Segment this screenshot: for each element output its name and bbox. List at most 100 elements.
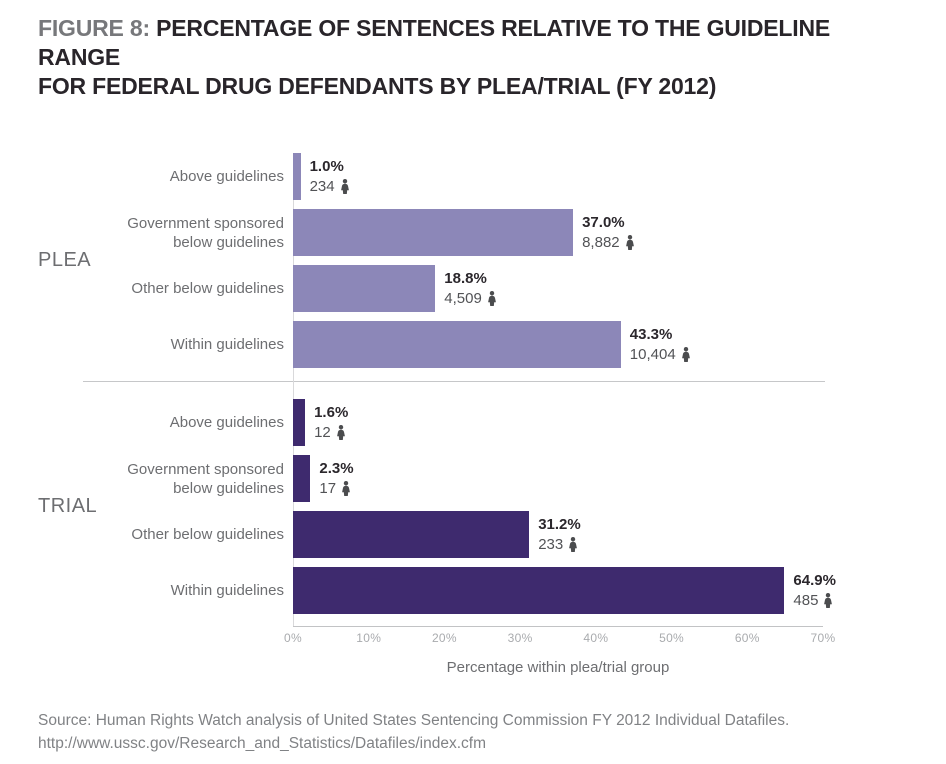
bar-category-label: Within guidelines xyxy=(170,336,284,353)
chart-group-plea: PLEA Above guidelines 1.0% 234 Government sp… xyxy=(38,153,908,368)
bar-percent-label: 64.9% xyxy=(793,571,836,589)
x-tick-label: 50% xyxy=(659,631,685,645)
bar-count-label: 17 xyxy=(319,479,353,499)
person-icon xyxy=(340,179,350,194)
bar-count-label: 233 xyxy=(538,535,581,555)
bar-count-label: 4,509 xyxy=(444,289,497,309)
person-icon xyxy=(341,481,351,496)
chart-plot-area: PLEA Above guidelines 1.0% 234 Government sp… xyxy=(38,153,908,626)
group-label-trial: TRIAL xyxy=(38,495,98,517)
bar-category-label: Government sponsored below guidelines xyxy=(127,460,284,497)
bar-track: 37.0% 8,882 xyxy=(293,209,823,256)
person-icon xyxy=(568,537,578,552)
bar-annotation: 1.6% 12 xyxy=(314,403,348,443)
bar-count-value: 17 xyxy=(319,479,337,497)
bar-track: 1.6% 12 xyxy=(293,399,823,446)
bar-track: 18.8% 4,509 xyxy=(293,265,823,312)
bar-chart: PLEA Above guidelines 1.0% 234 Government sp… xyxy=(38,153,908,676)
bar-track: 43.3% 10,404 xyxy=(293,321,823,368)
chart-row: Within guidelines 64.9% 485 xyxy=(98,567,908,614)
bar-annotation: 31.2% 233 xyxy=(538,515,581,555)
chart-row: Other below guidelines 31.2% 233 xyxy=(98,511,908,558)
title-line1-text: PERCENTAGE OF SENTENCES RELATIVE TO THE … xyxy=(38,15,831,70)
bar-annotation: 2.3% 17 xyxy=(319,459,353,499)
source-url: http://www.ussc.gov/Research_and_Statist… xyxy=(38,735,486,752)
bar xyxy=(293,209,574,256)
person-icon xyxy=(681,347,691,362)
bar xyxy=(293,511,530,558)
bar-count-value: 10,404 xyxy=(629,345,676,363)
bar-count-value: 233 xyxy=(538,535,564,553)
bar-percent-label: 1.6% xyxy=(314,403,349,421)
x-tick-label: 10% xyxy=(356,631,382,645)
title-line-1: FIGURE 8: PERCENTAGE OF SENTENCES RELATI… xyxy=(38,14,908,72)
bar-category-label: Above guidelines xyxy=(169,168,284,185)
bar-percent-label: 18.8% xyxy=(444,269,487,287)
x-tick-label: 40% xyxy=(583,631,609,645)
bar-category-label: Above guidelines xyxy=(169,414,284,431)
bar-count-label: 10,404 xyxy=(630,345,691,365)
chart-group-trial: TRIAL Above guidelines 1.6% 12 Government sp… xyxy=(38,399,908,614)
person-icon xyxy=(823,593,833,608)
bar-percent-label: 43.3% xyxy=(629,325,673,343)
bar xyxy=(293,153,301,200)
x-axis: 0% 10% 20% 30% 40% 50% 60% 70% xyxy=(284,626,835,645)
bar-count-label: 12 xyxy=(314,423,348,443)
x-axis-label: Percentage within plea/trial group xyxy=(446,659,670,676)
bar-count-value: 485 xyxy=(793,591,819,609)
source-note: Source: Human Rights Watch analysis of U… xyxy=(38,709,908,755)
x-tick-label: 0% xyxy=(284,631,302,645)
bar-annotation: 64.9% 485 xyxy=(793,571,836,611)
bar-track: 1.0% 234 xyxy=(293,153,823,200)
person-icon xyxy=(625,235,635,250)
bar-count-value: 8,882 xyxy=(582,233,620,251)
bar-category-label: Government sponsored below guidelines xyxy=(127,214,284,251)
bar-percent-label: 37.0% xyxy=(582,213,625,231)
bar-count-value: 12 xyxy=(314,423,331,441)
x-tick-label: 60% xyxy=(734,631,760,645)
bar-count-value: 234 xyxy=(309,177,335,195)
bar-track: 64.9% 485 xyxy=(293,567,836,614)
zero-axis-line xyxy=(293,153,294,626)
bar-count-label: 234 xyxy=(310,177,350,197)
bar-annotation: 18.8% 4,509 xyxy=(444,269,497,309)
chart-row: Above guidelines 1.6% 12 xyxy=(98,399,908,446)
bar xyxy=(293,399,306,446)
chart-row: Government sponsored below guidelines 37.… xyxy=(98,209,908,256)
person-icon xyxy=(487,291,497,306)
plea-trial-divider xyxy=(83,381,825,382)
bar-track: 2.3% 17 xyxy=(293,455,823,502)
chart-row: Above guidelines 1.0% 234 xyxy=(98,153,908,200)
bar xyxy=(293,265,436,312)
bar-category-label: Within guidelines xyxy=(170,582,284,599)
bar-annotation: 37.0% 8,882 xyxy=(582,213,635,253)
title-line2-text: FOR FEDERAL DRUG DEFENDANTS BY PLEA/TRIA… xyxy=(38,73,717,99)
chart-row: Within guidelines 43.3% 10,404 xyxy=(98,321,908,368)
bar-annotation: 43.3% 10,404 xyxy=(630,325,691,365)
group-label-plea: PLEA xyxy=(38,249,92,271)
bar-annotation: 1.0% 234 xyxy=(310,157,350,197)
x-tick-label: 30% xyxy=(507,631,533,645)
bar xyxy=(293,567,785,614)
bar-track: 31.2% 233 xyxy=(293,511,823,558)
bar-count-value: 4,509 xyxy=(444,289,482,307)
source-line1: Source: Human Rights Watch analysis of U… xyxy=(38,712,790,729)
bar-category-label: Other below guidelines xyxy=(131,526,284,543)
bar-count-label: 485 xyxy=(793,591,836,611)
bar-percent-label: 2.3% xyxy=(319,459,354,477)
bar xyxy=(293,321,621,368)
person-icon xyxy=(336,425,346,440)
figure-number: FIGURE 8: xyxy=(38,15,150,41)
bar-count-label: 8,882 xyxy=(582,233,635,253)
bar-percent-label: 31.2% xyxy=(538,515,581,533)
bar xyxy=(293,455,311,502)
bar-percent-label: 1.0% xyxy=(309,157,344,175)
group-rows: Above guidelines 1.6% 12 Government sponsor… xyxy=(98,399,908,614)
chart-row: Other below guidelines 18.8% 4,509 xyxy=(98,265,908,312)
x-tick-label: 20% xyxy=(431,631,457,645)
x-tick-label: 70% xyxy=(810,631,836,645)
group-rows: Above guidelines 1.0% 234 Government sponso… xyxy=(98,153,908,368)
figure-title: FIGURE 8: PERCENTAGE OF SENTENCES RELATI… xyxy=(38,14,908,101)
bar-category-label: Other below guidelines xyxy=(131,280,284,297)
